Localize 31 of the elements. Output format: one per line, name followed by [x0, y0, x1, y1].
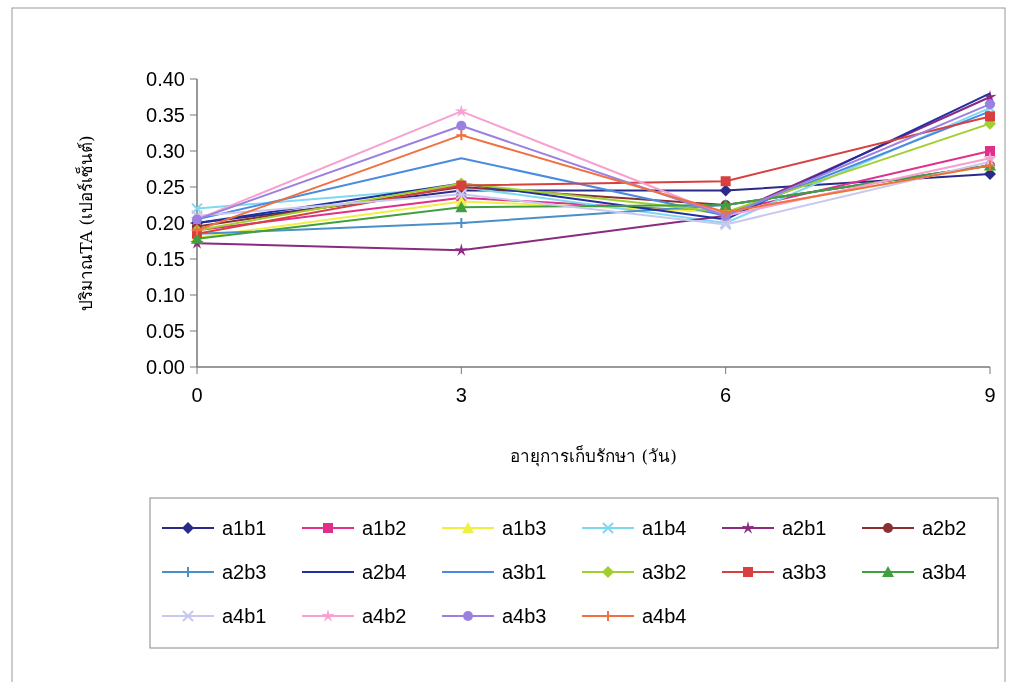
y-tick-label: 0.15 — [146, 248, 185, 270]
legend-label: a1b1 — [222, 517, 267, 539]
legend-label: a3b3 — [782, 561, 827, 583]
legend-label: a2b1 — [782, 517, 827, 539]
x-tick-label: 9 — [984, 384, 996, 406]
legend-label: a2b2 — [922, 517, 967, 539]
x-axis-title: อายุการเก็บรักษา (วัน) — [510, 445, 677, 467]
y-tick-label: 0.40 — [146, 68, 185, 90]
legend-label: a2b4 — [362, 561, 407, 583]
legend-label: a3b4 — [922, 561, 967, 583]
legend-label: a3b1 — [502, 561, 547, 583]
y-tick-label: 0.05 — [146, 320, 185, 342]
y-tick-label: 0.20 — [146, 212, 185, 234]
legend-label: a4b4 — [642, 605, 687, 627]
legend-label: a1b2 — [362, 517, 407, 539]
y-tick-label: 0.10 — [146, 284, 185, 306]
y-tick-label: 0.25 — [146, 176, 185, 198]
legend-label: a4b3 — [502, 605, 547, 627]
y-tick-label: 0.30 — [146, 140, 185, 162]
legend-label: a4b1 — [222, 605, 267, 627]
legend-label: a1b4 — [642, 517, 687, 539]
x-tick-label: 0 — [191, 384, 203, 406]
legend-label: a1b3 — [502, 517, 547, 539]
legend-label: a4b2 — [362, 605, 407, 627]
x-tick-label: 3 — [455, 384, 467, 406]
y-tick-label: 0.35 — [146, 104, 185, 126]
y-tick-label: 0.00 — [146, 356, 185, 378]
x-tick-label: 6 — [720, 384, 732, 406]
legend-label: a3b2 — [642, 561, 687, 583]
y-axis-title: ปริมาณTA (เปอร์เซ็นต์) — [75, 135, 96, 311]
legend-label: a2b3 — [222, 561, 267, 583]
